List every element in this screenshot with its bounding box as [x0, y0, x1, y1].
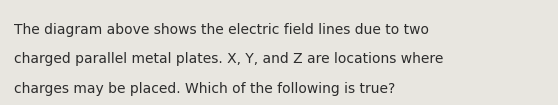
Text: charges may be placed. Which of the following is true?: charges may be placed. Which of the foll…	[14, 82, 395, 96]
Text: The diagram above shows the electric field lines due to two: The diagram above shows the electric fie…	[14, 23, 429, 37]
Text: charged parallel metal plates. X, Y, and Z are locations where: charged parallel metal plates. X, Y, and…	[14, 52, 443, 66]
